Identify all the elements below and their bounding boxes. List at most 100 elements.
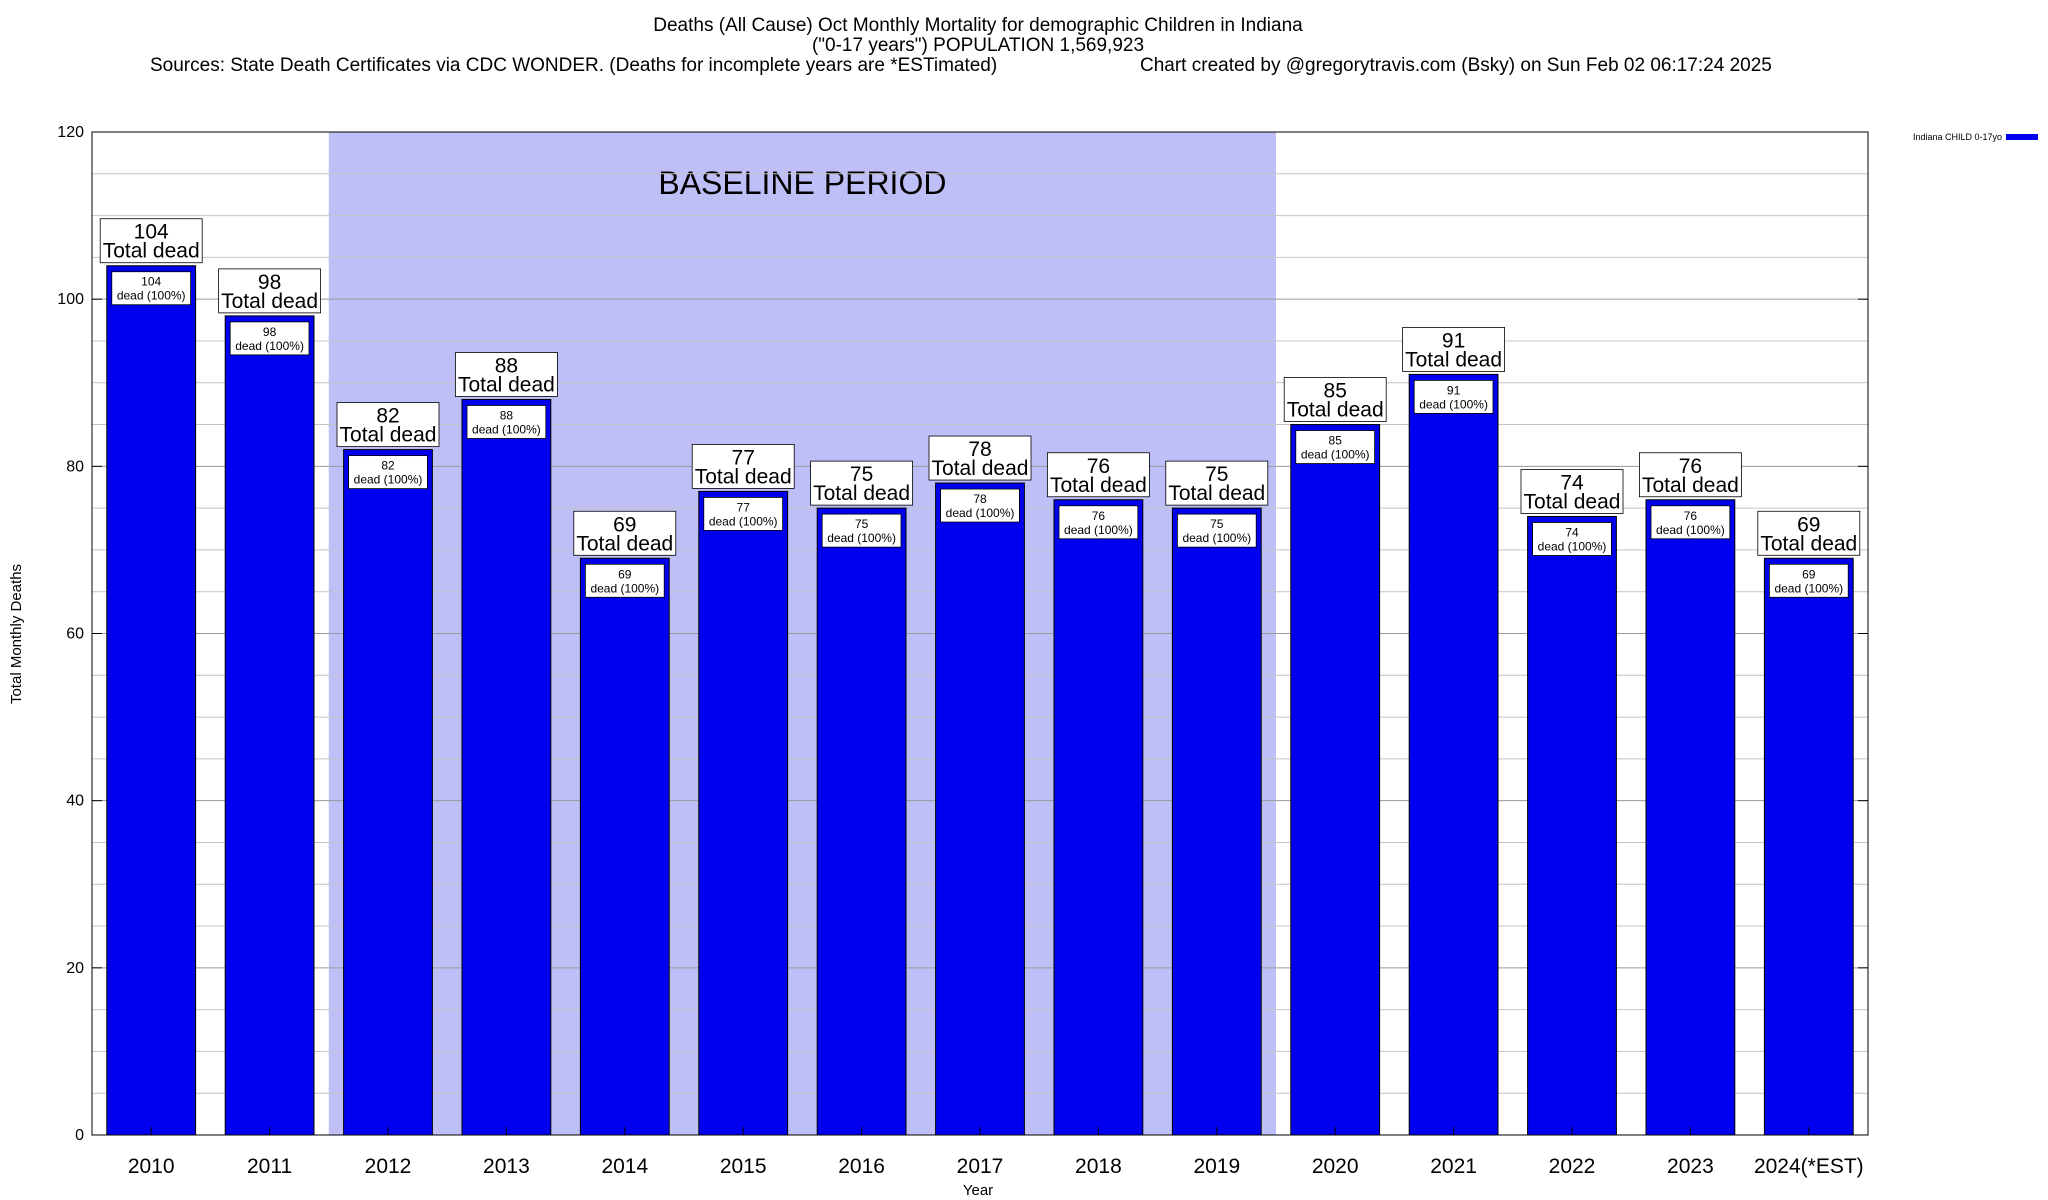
bar-total-label: Total dead bbox=[1405, 348, 1502, 371]
x-tick-label: 2021 bbox=[1430, 1155, 1477, 1178]
bar-total-label: Total dead bbox=[695, 465, 792, 488]
bar-inner-label: dead (100%) bbox=[827, 531, 896, 545]
bar bbox=[224, 315, 315, 1136]
x-tick-label: 2024(*EST) bbox=[1754, 1155, 1864, 1178]
bar-inner-value: 77 bbox=[737, 500, 751, 514]
bar-inner-value: 75 bbox=[1210, 517, 1224, 531]
bar bbox=[1645, 499, 1736, 1136]
y-tick-label: 80 bbox=[66, 458, 84, 475]
bar-total-label-box bbox=[573, 510, 677, 556]
x-tick-label: 2016 bbox=[838, 1155, 885, 1178]
bar-inner-label: dead (100%) bbox=[1419, 397, 1488, 411]
bar bbox=[343, 449, 433, 1136]
bar-inner-label-box bbox=[1058, 505, 1139, 540]
bar-inner-label-box bbox=[466, 405, 547, 439]
bar-inner-label-box bbox=[1769, 563, 1849, 598]
bar-inner-label-box bbox=[940, 488, 1020, 523]
bar-total-label: Total dead bbox=[1168, 482, 1265, 505]
bar-inner-value: 88 bbox=[500, 408, 514, 422]
bar-inner-label: dead (100%) bbox=[235, 339, 304, 353]
x-axis-label: Year bbox=[963, 1182, 993, 1199]
bar-total-label: Total dead bbox=[813, 482, 910, 505]
bar-total-label-box bbox=[928, 435, 1032, 481]
bar-total-label: Total dead bbox=[458, 373, 555, 396]
bar-total-label: Total dead bbox=[103, 240, 200, 263]
bar-total-value: 69 bbox=[613, 513, 636, 536]
bar-total-label: Total dead bbox=[1524, 490, 1621, 513]
bar-inner-label: dead (100%) bbox=[472, 422, 541, 436]
x-tick-label: 2015 bbox=[720, 1155, 767, 1178]
bar-total-label: Total dead bbox=[1287, 399, 1384, 422]
bar-inner-value: 78 bbox=[973, 492, 987, 506]
bar-inner-label: dead (100%) bbox=[1538, 539, 1607, 553]
bar-inner-label: dead (100%) bbox=[354, 473, 423, 487]
y-tick-label: 20 bbox=[66, 960, 84, 977]
bar bbox=[698, 490, 789, 1136]
bar-inner-label: dead (100%) bbox=[1301, 448, 1370, 462]
bar-inner-value: 91 bbox=[1447, 383, 1461, 397]
baseline-label: BASELINE PERIOD bbox=[658, 165, 946, 201]
bar-inner-label: dead (100%) bbox=[1064, 523, 1133, 537]
bar-total-label-box bbox=[1757, 510, 1861, 556]
bar-total-label: Total dead bbox=[221, 290, 318, 313]
bar-total-label-box bbox=[691, 444, 795, 489]
bar-inner-label-box bbox=[1177, 513, 1257, 548]
bar bbox=[1408, 373, 1499, 1136]
legend: Indiana CHILD 0-17yo bbox=[1913, 132, 2038, 142]
bar-total-label-box bbox=[454, 352, 558, 397]
bar-total-label-box bbox=[336, 402, 440, 448]
bar-total-label-box bbox=[99, 218, 203, 264]
bar-total-value: 104 bbox=[134, 221, 169, 244]
bar-total-value: 74 bbox=[1560, 471, 1584, 494]
bar bbox=[579, 557, 670, 1136]
x-tick-label: 2023 bbox=[1667, 1155, 1714, 1178]
bar-total-value: 78 bbox=[968, 438, 991, 461]
bar-total-value: 76 bbox=[1087, 455, 1110, 478]
legend-swatch bbox=[2006, 134, 2038, 140]
bar bbox=[1290, 424, 1381, 1136]
bar-total-value: 75 bbox=[1205, 463, 1228, 486]
bar-inner-label: dead (100%) bbox=[117, 289, 186, 303]
bar bbox=[1171, 507, 1262, 1136]
chart-credit: Chart created by @gregorytravis.com (Bsk… bbox=[1140, 55, 1772, 76]
y-tick-label: 100 bbox=[57, 291, 84, 308]
bar-inner-label-box bbox=[1413, 379, 1494, 414]
bar-total-label-box bbox=[810, 460, 913, 506]
bar-total-label: Total dead bbox=[932, 457, 1029, 480]
bar-total-value: 85 bbox=[1324, 380, 1347, 403]
bar-total-value: 69 bbox=[1797, 513, 1820, 536]
bar-inner-label: dead (100%) bbox=[946, 506, 1015, 520]
x-tick-label: 2011 bbox=[247, 1155, 292, 1178]
bar-inner-value: 69 bbox=[618, 567, 632, 581]
bar-total-label: Total dead bbox=[340, 424, 437, 447]
x-tick-label: 2014 bbox=[601, 1155, 648, 1178]
bar-total-label: Total dead bbox=[1050, 474, 1147, 497]
bar bbox=[1527, 515, 1617, 1136]
bar-inner-label: dead (100%) bbox=[1774, 581, 1843, 595]
bar-inner-label: dead (100%) bbox=[1656, 523, 1725, 537]
bar-total-value: 77 bbox=[732, 446, 755, 469]
bar-inner-label-box bbox=[585, 563, 665, 598]
bar-total-value: 82 bbox=[376, 405, 399, 428]
y-axis-label: Total Monthly Deaths bbox=[8, 564, 25, 704]
y-tick-label: 0 bbox=[75, 1127, 84, 1144]
x-tick-label: 2012 bbox=[365, 1155, 412, 1178]
bar-total-label-box bbox=[1639, 452, 1742, 498]
bar-inner-label: dead (100%) bbox=[1182, 531, 1251, 545]
y-tick-label: 120 bbox=[57, 124, 84, 141]
bar-inner-value: 69 bbox=[1802, 567, 1816, 581]
bar-total-value: 98 bbox=[258, 271, 281, 294]
x-tick-label: 2019 bbox=[1193, 1155, 1240, 1178]
bar bbox=[1763, 557, 1854, 1136]
chart-sources: Sources: State Death Certificates via CD… bbox=[150, 55, 997, 76]
